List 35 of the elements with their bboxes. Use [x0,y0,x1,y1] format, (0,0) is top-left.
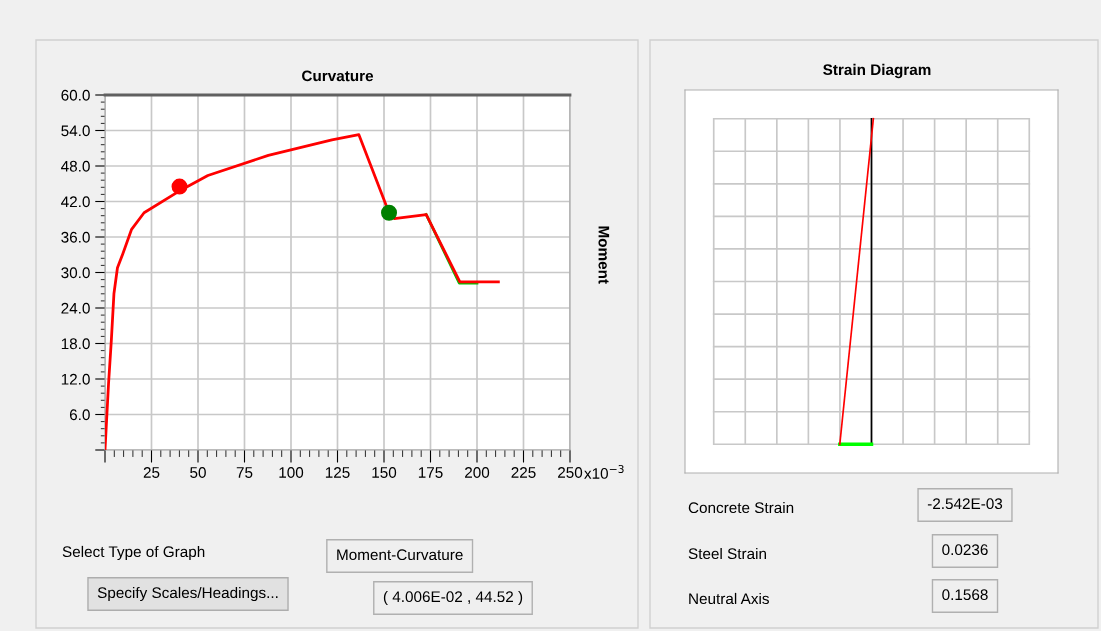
x-tick-label: 150 [372,467,397,478]
y-tick-label: 48.0 [61,160,90,172]
y-tick-label: 54.0 [61,125,90,137]
y-tick-label: 12.0 [61,373,90,385]
x-tick-label: 25 [143,467,160,478]
text: 0.1568 [942,589,988,601]
y-tick-label: 42.0 [61,196,90,208]
text: Select Type of Graph [62,545,205,561]
text: -2.542E-03 [927,498,1003,510]
x-tick-label: 250 [558,467,583,478]
text: Specify Scales/Headings... [97,586,278,602]
text: 0.0236 [942,544,988,556]
text: Strain Diagram [823,63,931,79]
chart-title: Curvature [302,70,374,82]
y-tick-label: 6.0 [69,409,90,421]
x-tick-label: 225 [511,467,536,478]
x-tick-label: 200 [465,467,490,478]
x-tick-label: 75 [236,467,253,478]
text: ( 4.006E-02 , 44.52 ) [383,590,523,606]
x-axis-title: x10$^{−3}$ [584,464,624,479]
text: Neutral Axis [689,592,769,605]
text: Steel Strain [688,547,766,560]
y-axis-title: Moment [598,226,610,284]
y-tick-label: 30.0 [61,267,90,279]
y-tick-label: 60.0 [61,89,90,101]
y-tick-label: 36.0 [61,231,90,243]
text: Concrete Strain [688,501,794,514]
x-tick-label: 100 [279,467,304,478]
y-tick-label: 18.0 [61,338,90,350]
text: Moment-Curvature [337,549,463,561]
x-tick-label: 50 [190,467,206,478]
line-series [105,133,500,450]
x-tick-label: 125 [325,467,350,478]
y-tick-label: 24.0 [61,302,90,314]
x-tick-label: 175 [418,467,443,478]
